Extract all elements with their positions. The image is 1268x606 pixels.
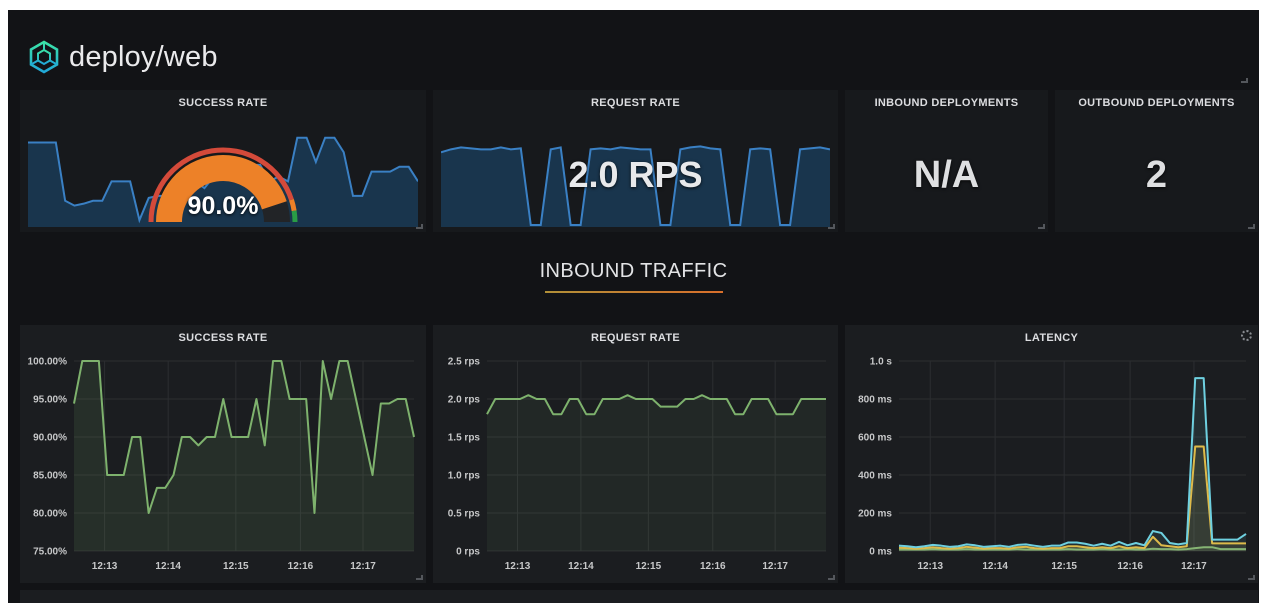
panel-title[interactable]: INBOUND DEPLOYMENTS	[874, 97, 1019, 109]
svg-text:12:16: 12:16	[700, 561, 726, 572]
svg-text:0.5 rps: 0.5 rps	[448, 509, 481, 520]
svg-text:12:13: 12:13	[505, 561, 531, 572]
panel-title[interactable]: LATENCY	[1024, 332, 1079, 344]
panel-resize-handle[interactable]	[416, 573, 423, 580]
svg-text:95.00%: 95.00%	[33, 395, 67, 406]
svg-text:1.0 rps: 1.0 rps	[448, 471, 481, 482]
panel-title[interactable]: REQUEST RATE	[591, 332, 680, 344]
svg-text:12:14: 12:14	[568, 561, 594, 572]
panel-title[interactable]: OUTBOUND DEPLOYMENTS	[1078, 97, 1235, 109]
svg-text:12:15: 12:15	[223, 561, 249, 572]
svg-text:1.0 s: 1.0 s	[870, 357, 893, 368]
loading-spinner-icon	[1241, 330, 1252, 341]
panel-title[interactable]: SUCCESS RATE	[178, 97, 268, 109]
inbound-deployments-value: N/A	[913, 153, 980, 196]
panel-resize-handle[interactable]	[416, 222, 423, 229]
svg-text:800 ms: 800 ms	[858, 395, 892, 406]
panel-resize-handle[interactable]	[1241, 76, 1248, 83]
svg-text:1.5 rps: 1.5 rps	[448, 433, 481, 444]
svg-text:75.00%: 75.00%	[33, 547, 67, 558]
panel-resize-handle[interactable]	[1248, 573, 1255, 580]
svg-text:12:14: 12:14	[982, 561, 1008, 572]
svg-text:12:13: 12:13	[917, 561, 943, 572]
panel-resize-handle[interactable]	[828, 573, 835, 580]
svg-text:12:15: 12:15	[1051, 561, 1077, 572]
svg-text:85.00%: 85.00%	[33, 471, 67, 482]
panel-outbound-deployments-stat: OUTBOUND DEPLOYMENTS 2	[1055, 90, 1258, 232]
section-underline	[544, 291, 723, 293]
panel-request-rate-stat: REQUEST RATE 2.0 RPS	[433, 90, 838, 232]
svg-text:0 rps: 0 rps	[456, 547, 480, 558]
svg-text:12:13: 12:13	[92, 561, 118, 572]
grafana-dashboard: deploy/web SUCCESS RATE 90.0% REQUEST RA…	[8, 10, 1259, 603]
svg-text:12:15: 12:15	[636, 561, 662, 572]
svg-text:2.5 rps: 2.5 rps	[448, 357, 481, 368]
latency-chart[interactable]: 0 ms 200 ms 400 ms 600 ms 800 ms 1.0 s 12:13 12…	[847, 351, 1256, 581]
dashboard-header-panel: deploy/web	[20, 28, 1251, 86]
svg-text:600 ms: 600 ms	[858, 433, 892, 444]
svg-text:80.00%: 80.00%	[33, 509, 67, 520]
svg-text:100.00%: 100.00%	[28, 357, 68, 368]
panel-resize-handle[interactable]	[1248, 222, 1255, 229]
svg-text:0 ms: 0 ms	[869, 547, 892, 558]
panel-inbound-request-rate-chart: REQUEST RATE 0 rps 0.5 rps 1.0 rps 1.5 rps 2…	[433, 325, 838, 583]
svg-text:12:16: 12:16	[1117, 561, 1143, 572]
panel-inbound-deployments-stat: INBOUND DEPLOYMENTS N/A	[845, 90, 1048, 232]
panel-success-rate-stat: SUCCESS RATE 90.0%	[20, 90, 426, 232]
success-rate-gauge[interactable]	[138, 132, 308, 228]
dashboard-title: deploy/web	[69, 40, 218, 73]
panel-title[interactable]: SUCCESS RATE	[178, 332, 268, 344]
linkerd-logo-icon	[29, 40, 59, 74]
svg-text:12:14: 12:14	[155, 561, 181, 572]
request-rate-sparkline[interactable]	[441, 126, 830, 227]
panel-resize-handle[interactable]	[1038, 222, 1045, 229]
svg-text:12:17: 12:17	[762, 561, 788, 572]
svg-text:90.00%: 90.00%	[33, 433, 67, 444]
svg-text:12:17: 12:17	[350, 561, 376, 572]
svg-text:400 ms: 400 ms	[858, 471, 892, 482]
request-rate-chart[interactable]: 0 rps 0.5 rps 1.0 rps 1.5 rps 2.0 rps 2.5 rps…	[435, 351, 836, 581]
success-rate-chart[interactable]: 75.00% 80.00% 85.00% 90.00% 95.00% 100.00% 12:…	[22, 351, 424, 581]
panel-title[interactable]: REQUEST RATE	[591, 97, 680, 109]
request-rate-value: 2.0 RPS	[568, 154, 703, 195]
panel-resize-handle[interactable]	[828, 222, 835, 229]
panel-inbound-latency-chart: LATENCY 0 ms 200 ms 400 ms 600 ms 800 ms 1.0 …	[845, 325, 1258, 583]
success-rate-gauge-value: 90.0%	[187, 192, 259, 220]
panel-inbound-success-rate-chart: SUCCESS RATE 75.00% 80.00% 85.00% 90.00% 95.…	[20, 325, 426, 583]
svg-text:200 ms: 200 ms	[858, 509, 892, 520]
svg-text:12:17: 12:17	[1181, 561, 1207, 572]
next-row-panel-partial	[20, 590, 1258, 603]
svg-text:12:16: 12:16	[288, 561, 314, 572]
outbound-deployments-value: 2	[1145, 153, 1168, 196]
svg-text:2.0 rps: 2.0 rps	[448, 395, 481, 406]
inbound-traffic-section-header: INBOUND TRAFFIC	[8, 260, 1259, 293]
section-title: INBOUND TRAFFIC	[539, 260, 728, 282]
